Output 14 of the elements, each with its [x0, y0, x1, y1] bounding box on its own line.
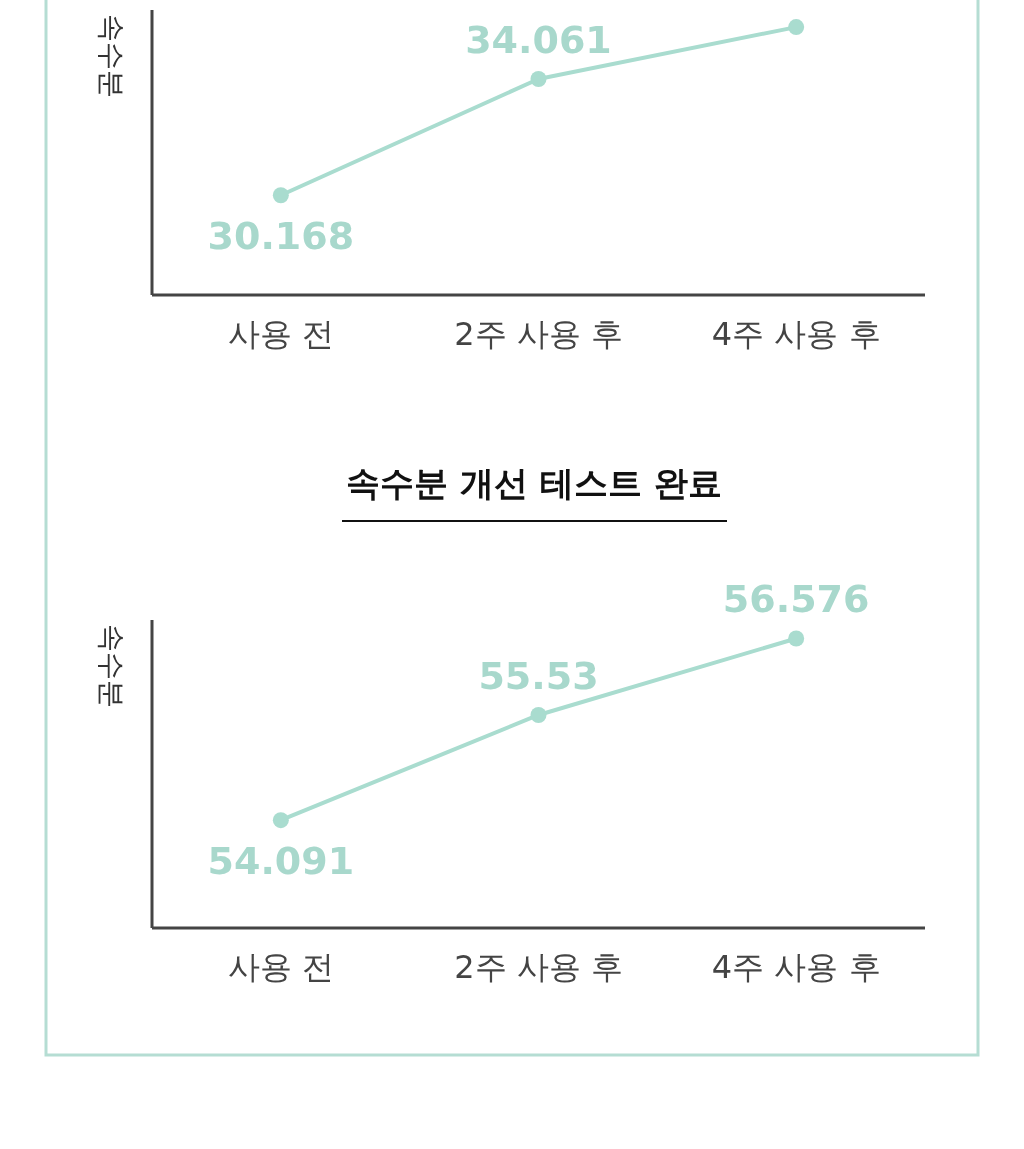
y-axis-title: 속수분	[95, 624, 128, 708]
x-tick-label: 사용 전	[227, 948, 334, 986]
x-tick-label: 2주 사용 후	[454, 315, 623, 353]
x-tick-label: 2주 사용 후	[454, 948, 623, 986]
x-tick-label: 4주 사용 후	[711, 315, 881, 353]
y-axis-title: 속수분	[95, 14, 128, 98]
chart-title: 속수분 개선 테스트 완료	[346, 463, 722, 503]
data-label: 55.53	[478, 653, 599, 698]
x-tick-label: 4주 사용 후	[711, 948, 881, 986]
data-label: 34.061	[465, 18, 612, 63]
data-label: 56.576	[722, 577, 870, 622]
x-tick-label: 사용 전	[227, 315, 334, 353]
data-label: 30.168	[207, 214, 355, 259]
data-label: 54.091	[207, 839, 355, 884]
